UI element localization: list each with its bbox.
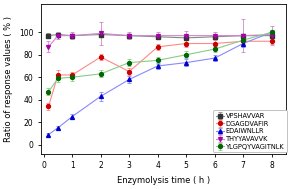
X-axis label: Enzymolysis time ( h ): Enzymolysis time ( h ) xyxy=(117,176,210,185)
Y-axis label: Ratio of response values ( % ): Ratio of response values ( % ) xyxy=(4,16,13,142)
Legend: VPSHAVVAR, DGAGDVAFIR, EDAIWNLLR, THYYAVAVVK, YLGPQYVAGITNLK: VPSHAVVAR, DGAGDVAFIR, EDAIWNLLR, THYYAV… xyxy=(213,110,287,152)
